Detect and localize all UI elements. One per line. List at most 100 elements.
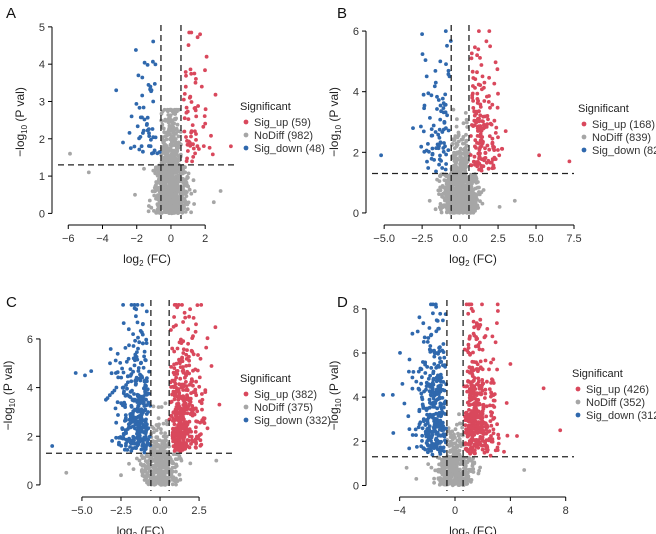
point-down <box>442 120 447 124</box>
point-up <box>491 357 496 362</box>
point-down <box>151 135 156 140</box>
point-nodiff <box>469 469 474 474</box>
point-up <box>493 60 498 65</box>
point-up <box>479 63 484 67</box>
point-up <box>191 146 196 151</box>
point-down <box>128 146 133 151</box>
point-nodiff <box>442 470 447 474</box>
point-down <box>427 397 432 402</box>
point-nodiff <box>450 441 455 446</box>
point-up <box>184 135 188 139</box>
point-nodiff <box>160 446 165 451</box>
point-nodiff <box>437 205 442 210</box>
point-down <box>426 166 431 170</box>
point-nodiff <box>164 154 168 158</box>
point-nodiff <box>464 117 469 122</box>
point-up <box>475 53 479 58</box>
point-nodiff <box>162 107 167 112</box>
point-up <box>465 412 470 417</box>
point-up <box>172 349 177 354</box>
point-down <box>434 146 439 151</box>
point-down <box>142 349 147 354</box>
point-nodiff <box>173 140 178 145</box>
point-up <box>495 422 499 427</box>
point-up <box>481 381 486 386</box>
legend-item-down: Sig_down (48) <box>254 143 325 155</box>
point-down <box>446 72 451 77</box>
point-up <box>171 419 175 423</box>
y-axis-title: −log10 (P val) <box>327 361 343 431</box>
point-up <box>483 151 488 156</box>
legend-marker-up <box>575 386 581 392</box>
point-up <box>187 354 191 359</box>
point-up <box>496 148 500 152</box>
point-up <box>185 348 189 352</box>
point-up <box>187 445 192 450</box>
point-nodiff <box>432 480 436 485</box>
point-nodiff <box>451 466 455 471</box>
point-up <box>475 336 480 341</box>
x-axis-title-sub: 2 <box>465 531 470 534</box>
point-up <box>495 367 499 372</box>
x-axis-title-main: log <box>117 524 133 534</box>
point-up <box>471 159 476 164</box>
point-up <box>202 421 207 425</box>
point-up <box>479 392 484 397</box>
point-nodiff <box>165 107 170 112</box>
point-up <box>179 337 183 342</box>
point-nodiff <box>174 469 178 474</box>
point-down <box>416 369 421 374</box>
point-up <box>195 368 200 373</box>
point-down <box>129 441 134 446</box>
point-up <box>469 306 474 311</box>
y-axis-title-sub: 10 <box>8 398 17 407</box>
point-nodiff <box>455 481 460 485</box>
point-up <box>489 160 494 165</box>
point-nodiff <box>163 401 168 406</box>
point-up <box>476 424 480 429</box>
point-up <box>469 56 474 61</box>
point-up <box>181 97 186 102</box>
point-down <box>136 366 141 370</box>
x-tick-label: 0.0 <box>452 233 467 245</box>
point-up <box>480 140 484 144</box>
point-up <box>181 351 186 355</box>
point-nodiff <box>173 195 178 200</box>
point-down <box>446 148 451 153</box>
point-up <box>198 356 203 361</box>
point-up <box>194 406 198 411</box>
point-up <box>198 443 203 448</box>
point-nodiff <box>481 188 486 192</box>
point-nodiff <box>477 185 481 190</box>
point-up <box>193 387 198 392</box>
point-up <box>495 445 500 450</box>
point-up <box>189 434 194 439</box>
point-down <box>119 375 124 380</box>
point-up <box>187 314 192 319</box>
point-down <box>114 435 118 440</box>
point-nodiff <box>162 162 167 167</box>
point-down <box>136 73 141 78</box>
point-nodiff <box>438 476 443 481</box>
point-nodiff <box>437 462 441 467</box>
point-up <box>178 361 182 366</box>
point-up <box>186 149 190 153</box>
point-up <box>493 340 498 345</box>
point-up <box>486 117 490 122</box>
point-up <box>187 363 192 368</box>
point-nodiff <box>173 137 178 141</box>
point-up <box>194 138 198 142</box>
point-nodiff <box>451 449 456 454</box>
point-nodiff <box>175 122 180 127</box>
point-up <box>189 348 194 353</box>
point-up <box>471 106 476 110</box>
point-nodiff <box>452 173 457 178</box>
point-nodiff <box>453 195 458 200</box>
point-up <box>482 443 486 448</box>
point-nodiff <box>166 116 171 121</box>
point-nodiff <box>476 205 480 210</box>
x-axis-title-rest: (FC) <box>470 524 497 534</box>
point-down <box>431 311 435 316</box>
point-up <box>500 146 504 151</box>
